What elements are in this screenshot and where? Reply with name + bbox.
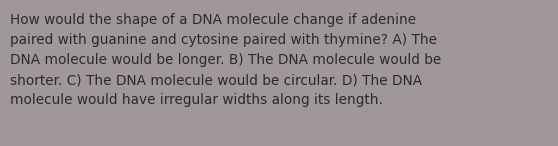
Text: How would the shape of a DNA molecule change if adenine
paired with guanine and : How would the shape of a DNA molecule ch… xyxy=(10,13,441,107)
